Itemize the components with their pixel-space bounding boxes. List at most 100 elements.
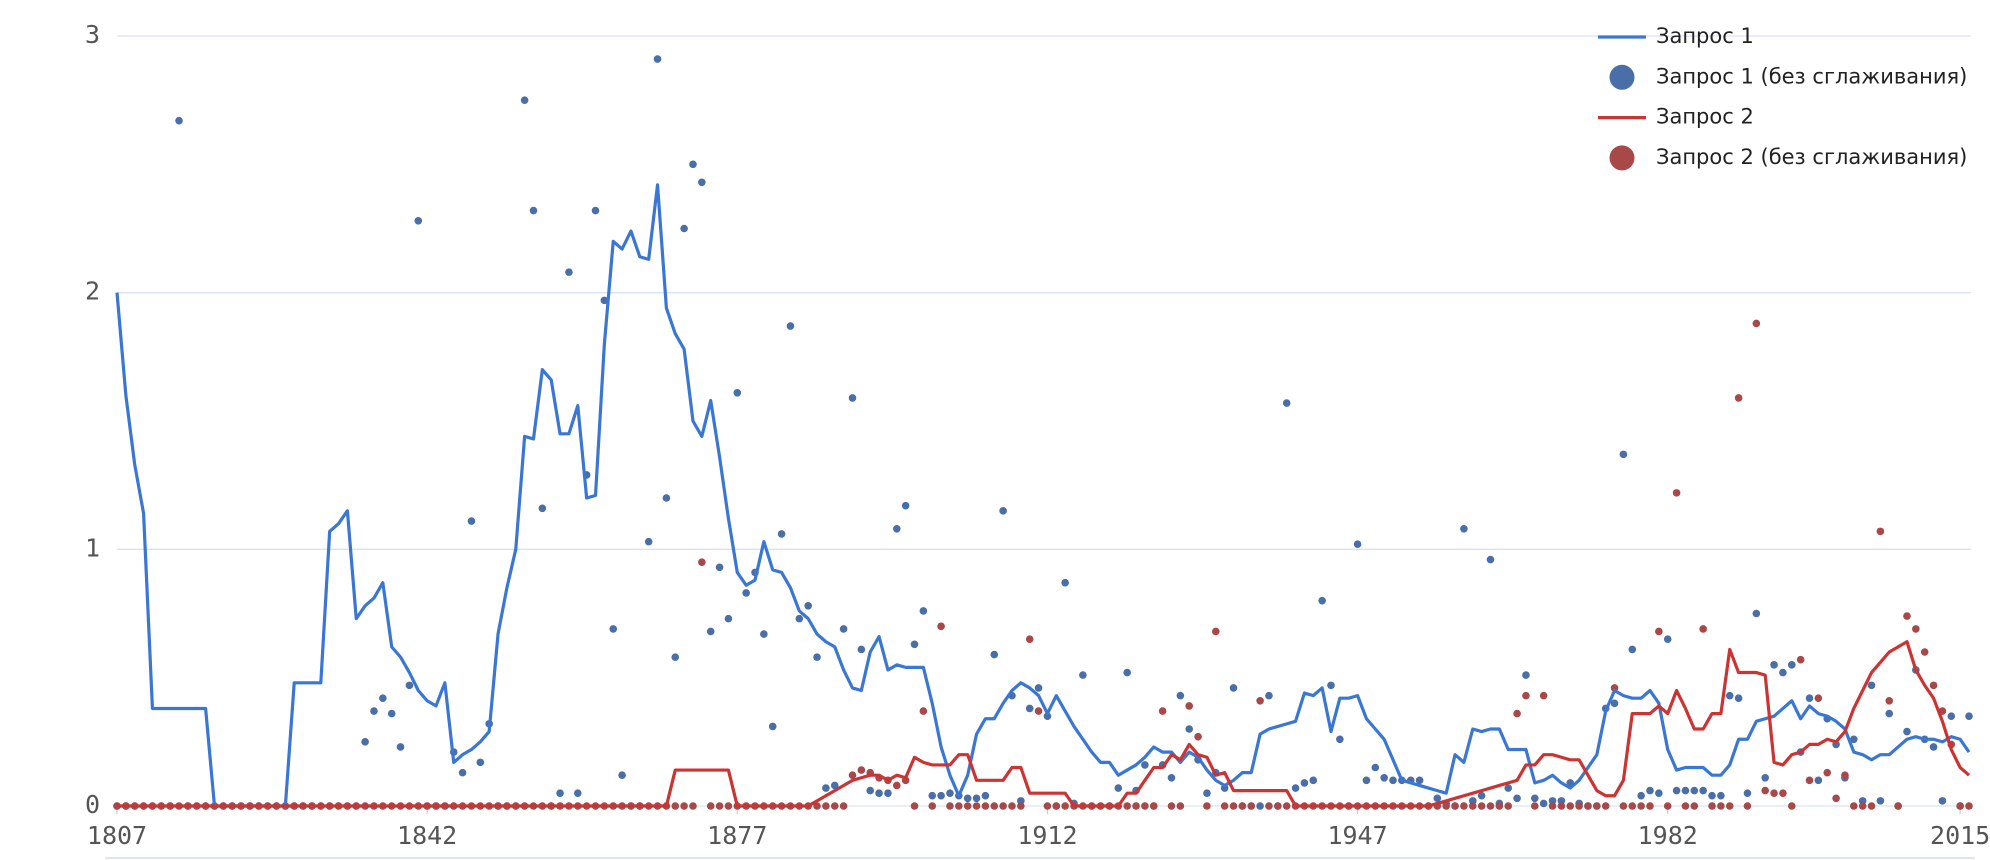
legend-label: Запрос 1 (без сглаживания): [1656, 64, 1967, 88]
data-point: [387, 709, 396, 718]
data-point: [1389, 776, 1397, 785]
data-point: [1265, 691, 1273, 700]
data-point: [1513, 709, 1521, 718]
data-point: [1690, 786, 1699, 795]
data-point: [901, 501, 910, 510]
data-point: [1796, 655, 1805, 664]
data-point: [839, 802, 848, 810]
data-point: [1663, 635, 1672, 643]
data-point: [1619, 802, 1628, 810]
data-point: [1256, 802, 1264, 810]
data-point: [1495, 802, 1504, 810]
data-point: [1141, 802, 1149, 810]
data-point: [1079, 671, 1087, 679]
data-point: [1850, 802, 1858, 810]
data-point: [1017, 802, 1025, 810]
data-point: [1601, 802, 1610, 810]
data-point: [1672, 489, 1681, 497]
data-point: [1965, 712, 1973, 720]
data-point: [698, 178, 706, 187]
data-line: [117, 640, 1971, 808]
data-point: [1229, 684, 1238, 692]
data-point: [1734, 694, 1743, 702]
data-point: [565, 268, 573, 276]
y-tick-label: 3: [85, 20, 100, 49]
data-point: [768, 722, 777, 731]
data-point: [1628, 802, 1637, 810]
data-point: [990, 650, 999, 659]
data-point: [1185, 702, 1194, 710]
data-point: [1655, 789, 1663, 797]
data-point: [529, 206, 538, 215]
y-tick-label: 0: [85, 790, 100, 819]
data-point: [1619, 450, 1628, 459]
data-point: [1708, 791, 1716, 800]
data-point: [1185, 725, 1194, 733]
data-point: [1956, 802, 1964, 810]
data-point: [742, 589, 750, 597]
data-point: [1522, 691, 1530, 700]
data-point: [1717, 791, 1725, 800]
data-point: [1690, 802, 1699, 810]
data-point: [1025, 704, 1034, 713]
data-point: [1699, 786, 1707, 795]
y-tick-label: 2: [85, 277, 100, 306]
data-point: [698, 558, 706, 566]
data-point: [1008, 802, 1016, 810]
data-point: [1814, 694, 1823, 702]
data-point: [839, 625, 848, 633]
data-point: [848, 771, 857, 779]
legend-item[interactable]: Запрос 2: [1598, 105, 1754, 129]
data-point: [1504, 802, 1513, 810]
data-point: [1203, 802, 1211, 810]
data-point: [1725, 802, 1734, 810]
data-point: [591, 206, 600, 215]
data-point: [1353, 540, 1362, 548]
x-tick-label: 1842: [397, 821, 457, 850]
dot-series: [113, 319, 1973, 810]
data-point: [1194, 732, 1202, 741]
data-point: [1965, 802, 1973, 810]
data-point: [680, 802, 688, 810]
data-point: [1061, 578, 1069, 587]
legend-item[interactable]: Запрос 2 (без сглаживания): [1609, 145, 1968, 171]
data-point: [1681, 786, 1690, 795]
data-point: [1158, 707, 1167, 715]
data-point: [857, 766, 866, 774]
data-point: [981, 791, 990, 800]
data-point: [928, 791, 937, 800]
x-tick-label: 2015: [1930, 821, 1990, 850]
data-point: [1167, 802, 1176, 810]
data-point: [706, 627, 715, 636]
data-point: [1052, 802, 1061, 810]
data-point: [733, 388, 742, 397]
data-point: [1903, 727, 1911, 736]
data-point: [1132, 802, 1140, 810]
data-point: [644, 537, 653, 546]
data-point: [556, 789, 564, 797]
data-point: [724, 802, 733, 810]
data-point: [999, 507, 1007, 515]
data-point: [1929, 743, 1938, 751]
data-point: [1637, 802, 1645, 810]
data-point: [1566, 802, 1575, 810]
legend-swatch: [1609, 145, 1635, 171]
data-point: [1176, 802, 1185, 810]
legend-item[interactable]: Запрос 1: [1598, 24, 1754, 48]
data-point: [1725, 691, 1734, 700]
data-point: [689, 160, 697, 169]
data-point: [804, 602, 812, 610]
data-point: [981, 802, 990, 810]
data-point: [1282, 399, 1291, 407]
data-line: [115, 183, 1971, 808]
data-point: [1380, 773, 1388, 782]
data-point: [830, 802, 839, 810]
data-point: [1327, 681, 1335, 690]
x-tick-label: 1982: [1638, 821, 1698, 850]
data-point: [618, 771, 626, 779]
data-point: [573, 789, 582, 797]
data-point: [1947, 712, 1956, 720]
legend-item[interactable]: Запрос 1 (без сглаживания): [1609, 64, 1968, 90]
data-point: [1336, 735, 1344, 744]
data-point: [1371, 763, 1380, 772]
